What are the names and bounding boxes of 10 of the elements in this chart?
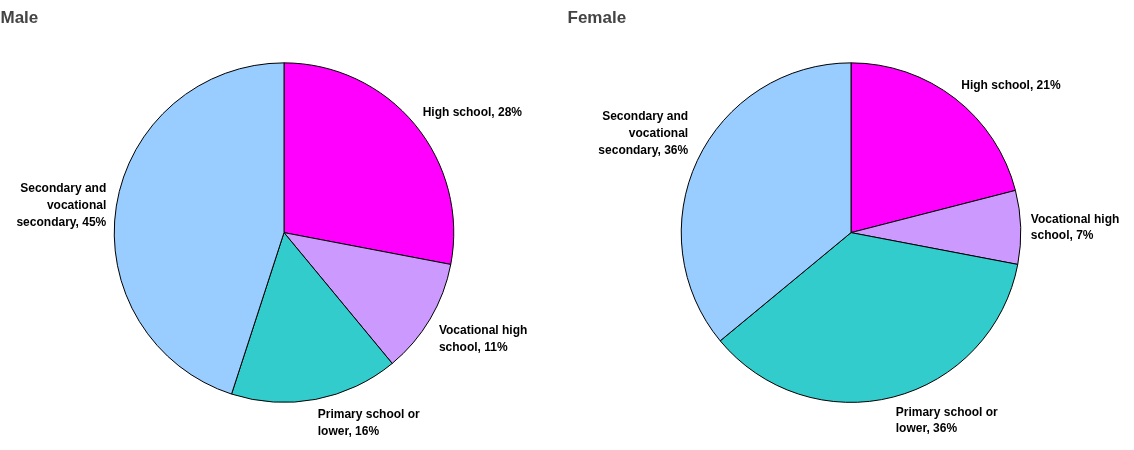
slice-label: Vocational high school, 11% — [438, 323, 528, 354]
slice-label: High school, 21% — [961, 78, 1061, 93]
slice-label: Secondary and vocational secondary, 36% — [598, 109, 689, 157]
slice-label: Vocational high school, 7% — [1030, 211, 1120, 243]
slice-label: Secondary and vocational secondary, 45% — [16, 181, 107, 229]
slice-label: High school, 28% — [422, 105, 523, 120]
slice-label: Primary school or lower, 36% — [895, 404, 999, 436]
chart-title: Male — [0, 7, 39, 27]
slice-label: Primary school or lower, 16% — [317, 407, 421, 438]
chart-title: Female — [567, 7, 627, 27]
